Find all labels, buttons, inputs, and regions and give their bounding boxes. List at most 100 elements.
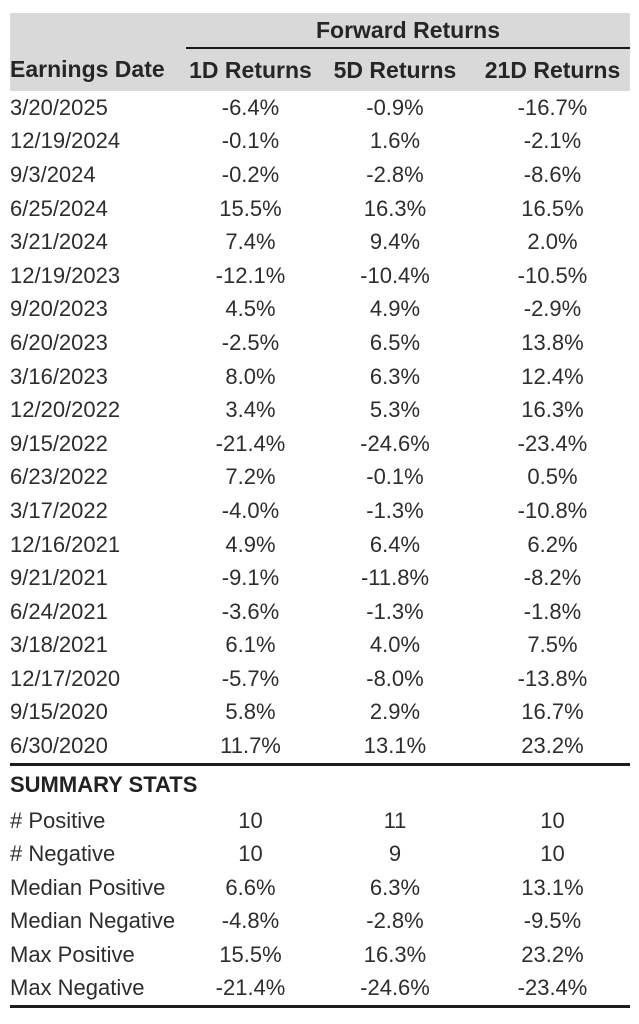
- summary-row: Median Positive 6.6% 6.3% 13.1%: [10, 871, 630, 905]
- return-value-cell: -0.1%: [221, 128, 280, 154]
- earnings-row: 3/18/2021 6.1% 4.0% 7.5%: [10, 629, 630, 663]
- summary-value-cell: -2.8%: [366, 908, 424, 934]
- earnings-rows-body: 3/20/2025 -6.4% -0.9% -16.7% 12/19/2024 -0.1%…: [10, 91, 630, 764]
- earnings-row: 9/15/2020 5.8% 2.9% 16.7%: [10, 696, 630, 730]
- return-value-cell: 2.0%: [527, 229, 578, 255]
- return-value-cell: -21.4%: [215, 430, 286, 456]
- summary-row: # Positive 10 11 10: [10, 804, 630, 838]
- return-value-cell: 6.1%: [225, 632, 276, 658]
- return-value-cell: 4.0%: [369, 632, 421, 658]
- return-value-cell: 6.2%: [527, 531, 578, 557]
- earnings-date-cell: 12/16/2021: [10, 531, 121, 557]
- return-value-cell: -24.6%: [360, 430, 430, 456]
- return-value-cell: 2.9%: [369, 699, 421, 725]
- earnings-date-cell: 3/21/2024: [10, 229, 108, 255]
- return-value-cell: -2.5%: [221, 329, 280, 355]
- summary-value-cell: -4.8%: [221, 908, 280, 934]
- return-value-cell: 13.8%: [521, 329, 584, 355]
- return-value-cell: -3.6%: [221, 598, 280, 624]
- return-value-cell: -9.1%: [221, 565, 280, 591]
- summary-row: Max Negative -21.4% -24.6% -23.4%: [10, 971, 630, 1006]
- earnings-row: 3/17/2022 -4.0% -1.3% -10.8%: [10, 494, 630, 528]
- earnings-date-cell: 3/18/2021: [10, 632, 108, 658]
- return-value-cell: 23.2%: [521, 733, 584, 759]
- return-value-cell: 12.4%: [521, 363, 584, 389]
- column-header-earnings-date: Earnings Date: [10, 48, 186, 91]
- summary-value-cell: 10: [540, 841, 565, 867]
- summary-value-cell: 10: [540, 807, 565, 833]
- summary-label-cell: Max Positive: [10, 941, 135, 967]
- earnings-date-cell: 6/25/2024: [10, 195, 108, 221]
- return-value-cell: 7.4%: [225, 229, 276, 255]
- summary-stats-title: SUMMARY STATS: [10, 771, 198, 797]
- return-value-cell: -2.1%: [523, 128, 582, 154]
- return-value-cell: 4.9%: [225, 531, 276, 557]
- return-value-cell: -10.5%: [517, 262, 588, 288]
- summary-value-cell: 9: [388, 841, 402, 867]
- earnings-row: 12/16/2021 4.9% 6.4% 6.2%: [10, 528, 630, 562]
- return-value-cell: -11.8%: [360, 565, 430, 591]
- earnings-date-cell: 9/3/2024: [10, 161, 96, 187]
- return-value-cell: 6.4%: [369, 531, 421, 557]
- earnings-date-cell: 3/20/2025: [10, 94, 108, 120]
- return-value-cell: -6.4%: [221, 94, 280, 120]
- return-value-cell: 3.4%: [225, 397, 276, 423]
- earnings-row: 9/3/2024 -0.2% -2.8% -8.6%: [10, 158, 630, 192]
- earnings-row: 3/20/2025 -6.4% -0.9% -16.7%: [10, 91, 630, 125]
- return-value-cell: 6.3%: [369, 363, 421, 389]
- return-value-cell: -16.7%: [517, 94, 588, 120]
- return-value-cell: 0.5%: [527, 464, 578, 490]
- earnings-date-cell: 12/19/2023: [10, 262, 121, 288]
- summary-stats-header-body: SUMMARY STATS: [10, 764, 630, 804]
- return-value-cell: -4.0%: [221, 497, 280, 523]
- summary-value-cell: 6.6%: [225, 874, 276, 900]
- earnings-date-cell: 9/15/2020: [10, 699, 108, 725]
- return-value-cell: 7.5%: [527, 632, 578, 658]
- empty-corner-cell: [10, 13, 186, 48]
- return-value-cell: 5.3%: [369, 397, 421, 423]
- summary-value-cell: 15.5%: [219, 941, 282, 967]
- earnings-date-cell: 9/21/2021: [10, 565, 108, 591]
- earnings-row: 9/21/2021 -9.1% -11.8% -8.2%: [10, 561, 630, 595]
- earnings-date-cell: 6/24/2021: [10, 598, 108, 624]
- summary-row: Median Negative -4.8% -2.8% -9.5%: [10, 904, 630, 938]
- return-value-cell: 16.3%: [521, 397, 584, 423]
- earnings-row: 6/30/2020 11.7% 13.1% 23.2%: [10, 729, 630, 764]
- earnings-date-cell: 6/23/2022: [10, 464, 108, 490]
- earnings-row: 12/17/2020 -5.7% -8.0% -13.8%: [10, 662, 630, 696]
- return-value-cell: 11.7%: [220, 733, 281, 759]
- return-value-cell: -0.2%: [221, 161, 280, 187]
- return-value-cell: 5.8%: [225, 699, 276, 725]
- return-value-cell: -2.8%: [366, 161, 424, 187]
- summary-value-cell: 23.2%: [521, 941, 584, 967]
- earnings-date-cell: 6/30/2020: [10, 733, 108, 759]
- return-value-cell: 1.6%: [369, 128, 421, 154]
- earnings-date-cell: 6/20/2023: [10, 329, 108, 355]
- summary-row: Max Positive 15.5% 16.3% 23.2%: [10, 938, 630, 972]
- return-value-cell: -1.8%: [523, 598, 582, 624]
- earnings-row: 6/24/2021 -3.6% -1.3% -1.8%: [10, 595, 630, 629]
- return-value-cell: -10.4%: [360, 262, 430, 288]
- forward-returns-group-header: Forward Returns: [186, 13, 630, 49]
- summary-label-cell: Median Positive: [10, 874, 166, 900]
- return-value-cell: 7.2%: [225, 464, 276, 490]
- forward-returns-table: Forward Returns Earnings Date 1D Returns…: [10, 13, 630, 1008]
- return-value-cell: -23.4%: [517, 430, 588, 456]
- column-header-row: Earnings Date 1D Returns 5D Returns 21D …: [10, 48, 630, 91]
- return-value-cell: 16.3%: [363, 195, 427, 221]
- table-header: Forward Returns Earnings Date 1D Returns…: [10, 13, 630, 91]
- earnings-date-cell: 9/20/2023: [10, 296, 108, 322]
- earnings-row: 6/20/2023 -2.5% 6.5% 13.8%: [10, 326, 630, 360]
- summary-value-cell: 6.3%: [369, 874, 421, 900]
- column-header-21d-returns: 21D Returns: [475, 48, 630, 91]
- earnings-row: 9/15/2022 -21.4% -24.6% -23.4%: [10, 427, 630, 461]
- summary-label-cell: # Negative: [10, 841, 116, 867]
- return-value-cell: -0.1%: [366, 464, 424, 490]
- return-value-cell: 16.7%: [521, 699, 584, 725]
- summary-label-cell: # Positive: [10, 807, 106, 833]
- column-header-1d-returns: 1D Returns: [186, 48, 315, 91]
- summary-value-cell: 10: [238, 807, 263, 833]
- summary-value-cell: 13.1%: [521, 874, 584, 900]
- return-value-cell: 6.5%: [369, 329, 421, 355]
- summary-value-cell: -9.5%: [523, 908, 582, 934]
